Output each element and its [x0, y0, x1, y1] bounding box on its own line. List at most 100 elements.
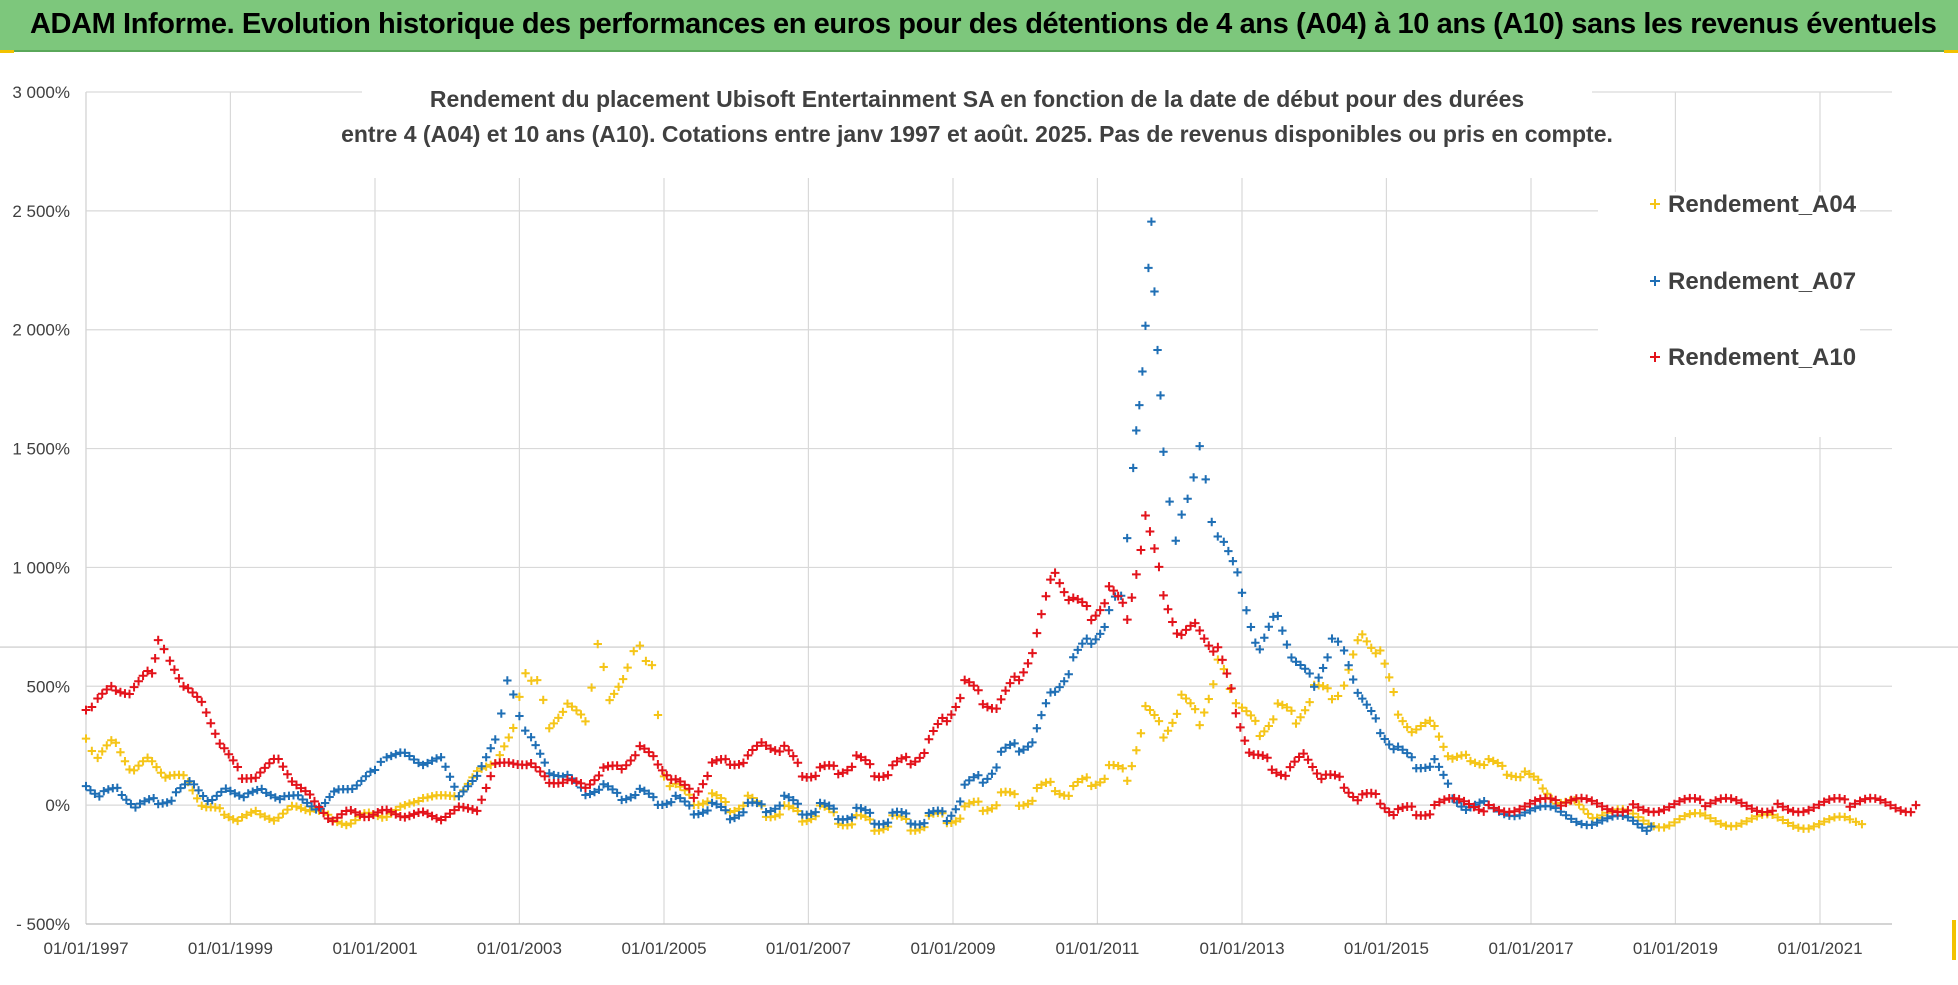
data-point	[1242, 606, 1251, 615]
data-point	[906, 819, 915, 828]
data-point	[1449, 793, 1459, 803]
data-point	[1778, 815, 1788, 825]
data-point	[1484, 754, 1493, 764]
data-point	[1333, 691, 1343, 701]
data-point	[1156, 391, 1165, 400]
data-point	[1273, 611, 1282, 621]
data-point	[1147, 217, 1156, 226]
data-point	[147, 668, 157, 678]
data-point	[1282, 703, 1292, 712]
x-tick-label: 01/01/2011	[1055, 939, 1139, 958]
data-point	[653, 710, 663, 720]
data-point	[1055, 578, 1065, 588]
data-point	[1421, 763, 1430, 773]
data-point	[1159, 590, 1168, 600]
data-point	[630, 750, 640, 760]
data-point	[1762, 807, 1772, 817]
data-point	[1272, 768, 1281, 778]
data-point	[847, 813, 857, 822]
data-point	[129, 766, 139, 775]
data-point	[432, 754, 441, 763]
data-point	[1168, 718, 1177, 728]
data-point	[1367, 706, 1376, 716]
data-point	[920, 818, 929, 828]
data-point	[1323, 653, 1332, 662]
data-point	[1037, 609, 1046, 619]
data-point	[640, 786, 649, 795]
data-point	[161, 773, 170, 782]
data-point	[1407, 802, 1417, 811]
data-point	[526, 733, 536, 742]
data-point	[197, 801, 206, 810]
data-point	[1219, 537, 1228, 547]
data-point	[1091, 780, 1100, 789]
data-point	[1362, 637, 1371, 646]
data-point	[1598, 816, 1607, 825]
data-point	[1019, 745, 1028, 754]
data-point	[623, 663, 632, 672]
data-point	[346, 819, 356, 828]
data-point	[414, 796, 423, 806]
data-point	[197, 697, 207, 707]
data-point	[1153, 345, 1162, 355]
data-point	[1479, 760, 1489, 770]
data-point	[86, 785, 95, 795]
data-point	[1747, 814, 1757, 823]
data-point	[266, 790, 275, 800]
data-point	[1005, 788, 1015, 797]
data-point	[1296, 660, 1305, 670]
y-tick-label: 1 000%	[12, 558, 70, 577]
data-point	[703, 806, 712, 815]
data-point	[698, 779, 708, 789]
data-point	[1237, 588, 1247, 597]
data-point	[992, 704, 1001, 714]
data-point	[219, 743, 229, 753]
data-point	[1737, 798, 1746, 808]
data-point	[622, 794, 631, 804]
data-point	[883, 770, 893, 780]
data-point	[1716, 819, 1725, 828]
data-point	[1001, 686, 1010, 696]
data-point	[743, 791, 753, 800]
data-point	[1251, 716, 1260, 726]
data-point	[1113, 761, 1123, 771]
y-tick-label: 500%	[27, 677, 70, 696]
data-point	[1335, 772, 1344, 782]
data-point	[965, 799, 974, 808]
data-point	[996, 747, 1006, 756]
data-point	[113, 783, 122, 793]
data-point	[861, 805, 870, 815]
data-point	[1484, 800, 1494, 810]
y-tick-label: 3 000%	[12, 83, 70, 102]
data-point	[260, 763, 270, 773]
data-point	[1165, 497, 1174, 506]
data-point	[698, 808, 708, 817]
data-point	[348, 784, 357, 794]
data-point	[883, 818, 893, 827]
series-Rendement_A07	[81, 217, 1656, 835]
data-point	[1799, 807, 1808, 817]
series-Rendement_A10	[81, 511, 1921, 826]
data-point	[1050, 687, 1060, 696]
data-point	[1380, 659, 1389, 668]
data-point	[748, 745, 757, 755]
data-point	[153, 635, 163, 645]
data-point	[1055, 682, 1064, 692]
data-point	[1023, 658, 1033, 668]
data-point	[594, 771, 604, 780]
data-point	[1323, 684, 1332, 693]
data-point	[901, 752, 911, 762]
data-point	[734, 759, 744, 769]
data-point	[793, 799, 802, 808]
data-point	[1845, 815, 1855, 824]
data-point	[1260, 633, 1269, 642]
data-point	[1642, 826, 1651, 835]
data-point	[1479, 796, 1489, 806]
data-point	[305, 790, 315, 799]
data-point	[1452, 752, 1462, 762]
data-point	[644, 747, 654, 757]
data-point	[1747, 804, 1757, 814]
data-point	[131, 803, 140, 812]
data-point	[1353, 795, 1363, 805]
data-point	[1141, 511, 1150, 520]
